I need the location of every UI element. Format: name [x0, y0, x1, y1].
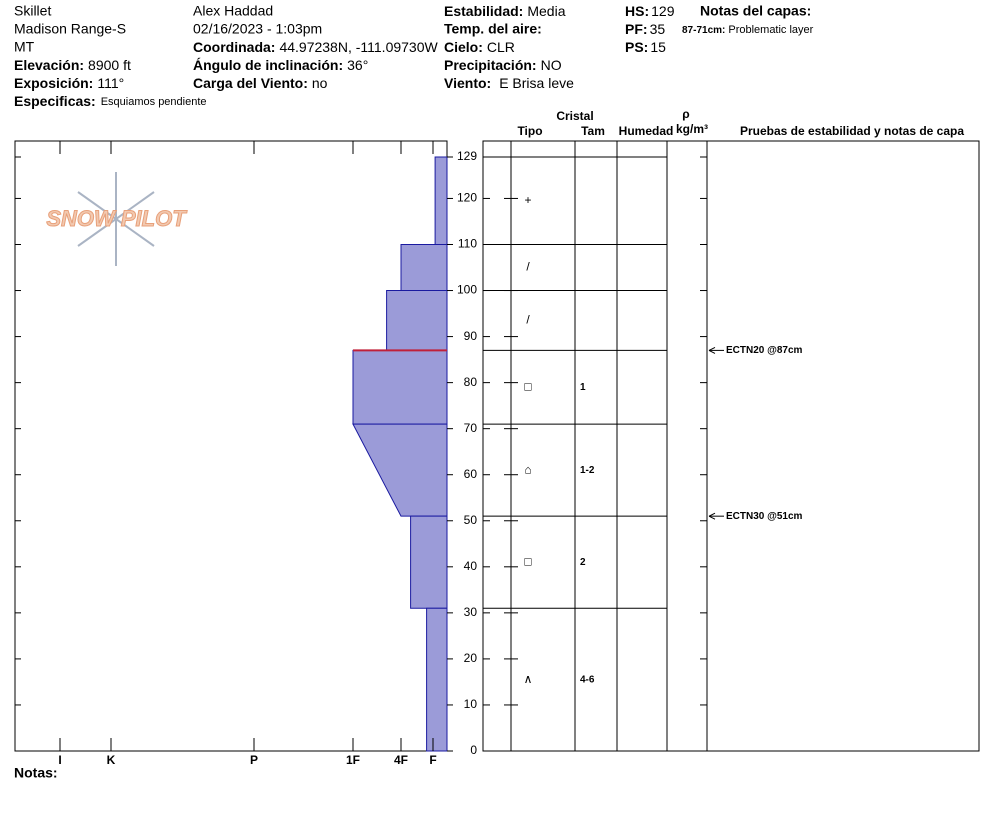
y-tick-label: 10	[464, 697, 478, 711]
col-type: Tipo	[517, 124, 542, 138]
layer-notes-label: Notas del capas:	[700, 3, 811, 19]
hardness-layer	[410, 515, 448, 609]
sky: Cielo: CLR	[444, 39, 515, 55]
col-size: Tam	[581, 124, 605, 138]
ps: PS: 15	[625, 39, 666, 55]
grain-size: 4-6	[580, 674, 595, 685]
slope: Ángulo de inclinación: 36°	[193, 57, 368, 73]
elevation: Elevación: 8900 ft	[14, 57, 131, 73]
test-label: ECTN30 @51cm	[726, 511, 803, 522]
col-density: kg/m³	[676, 122, 708, 136]
y-tick-label: 0	[470, 743, 477, 757]
col-crystal: Cristal	[556, 109, 593, 123]
hardness-layer	[352, 423, 448, 517]
y-tick-label: 110	[458, 237, 477, 251]
y-tick-label: 50	[464, 513, 478, 527]
grain-size: 1	[580, 382, 586, 393]
test-arrowhead	[708, 346, 716, 354]
y-tick-label: 120	[457, 191, 477, 205]
y-tick-label: 90	[464, 329, 478, 343]
datetime: 02/16/2023 - 1:03pm	[193, 21, 322, 37]
hardness-layer	[386, 290, 448, 351]
y-tick-label: 70	[464, 421, 478, 435]
hs: HS: 129	[625, 3, 675, 19]
logo: SNOW PILOT	[46, 172, 188, 266]
observer: Alex Haddad	[193, 3, 273, 19]
y-tick-label: 100	[457, 283, 477, 297]
y-tick-label: 60	[464, 467, 478, 481]
hardness-layer	[434, 156, 448, 245]
hardness-layer	[352, 349, 448, 425]
col-moisture: Humedad	[619, 124, 674, 138]
air-temp: Temp. del aire:	[444, 21, 542, 37]
col-rho: ρ	[682, 107, 689, 121]
test-arrowhead	[708, 512, 716, 520]
y-tick-label: 129	[457, 149, 477, 163]
y-tick-label: 40	[464, 559, 478, 573]
header: Skillet Madison Range-S MT Elevación: 890…	[14, 3, 814, 109]
y-tick-label: 80	[464, 375, 478, 389]
x-tick-label: K	[107, 753, 116, 767]
logo-text: SNOW PILOT	[46, 206, 187, 231]
y-tick-label: 30	[464, 605, 478, 619]
state: MT	[14, 39, 35, 55]
location: Skillet	[14, 3, 51, 19]
range: Madison Range-S	[14, 21, 126, 37]
coord: Coordinada: 44.97238N, -111.09730W	[193, 39, 438, 55]
x-tick-label: 4F	[394, 753, 408, 767]
x-tick-label: P	[250, 753, 258, 767]
notes-label: Notas:	[14, 765, 58, 781]
grain-size: 2	[580, 557, 586, 568]
specifics: Especificas: Esquiamos pendiente	[14, 93, 207, 109]
grain-size: 1-2	[580, 465, 595, 476]
grain-type: /	[526, 260, 530, 274]
grain-type: ⌂	[524, 462, 531, 476]
hardness-layer	[426, 607, 448, 752]
x-tick-label: 1F	[346, 753, 360, 767]
grain-type: /	[526, 313, 530, 327]
grain-type: +	[524, 193, 531, 207]
wind-load: Carga del Viento: no	[193, 75, 328, 91]
grain-type: □	[524, 554, 531, 568]
col-tests: Pruebas de estabilidad y notas de capa	[740, 124, 964, 138]
aspect: Exposición: 111°	[14, 75, 124, 91]
x-tick-label: F	[429, 753, 436, 767]
test-label: ECTN20 @87cm	[726, 345, 803, 356]
grain-type: ∧	[524, 672, 533, 686]
y-tick-label: 20	[464, 651, 478, 665]
layer-note: 87-71cm: Problematic layer	[682, 24, 814, 36]
table-frame	[482, 140, 980, 752]
hardness-layer	[400, 243, 448, 292]
pf: PF: 35	[625, 21, 665, 37]
precip: Precipitación: NO	[444, 57, 562, 73]
x-tick-label: I	[58, 753, 61, 767]
grain-type: □	[524, 379, 531, 393]
wind: Viento: E Brisa leve	[444, 75, 574, 91]
stability: Estabilidad: Media	[444, 3, 566, 19]
